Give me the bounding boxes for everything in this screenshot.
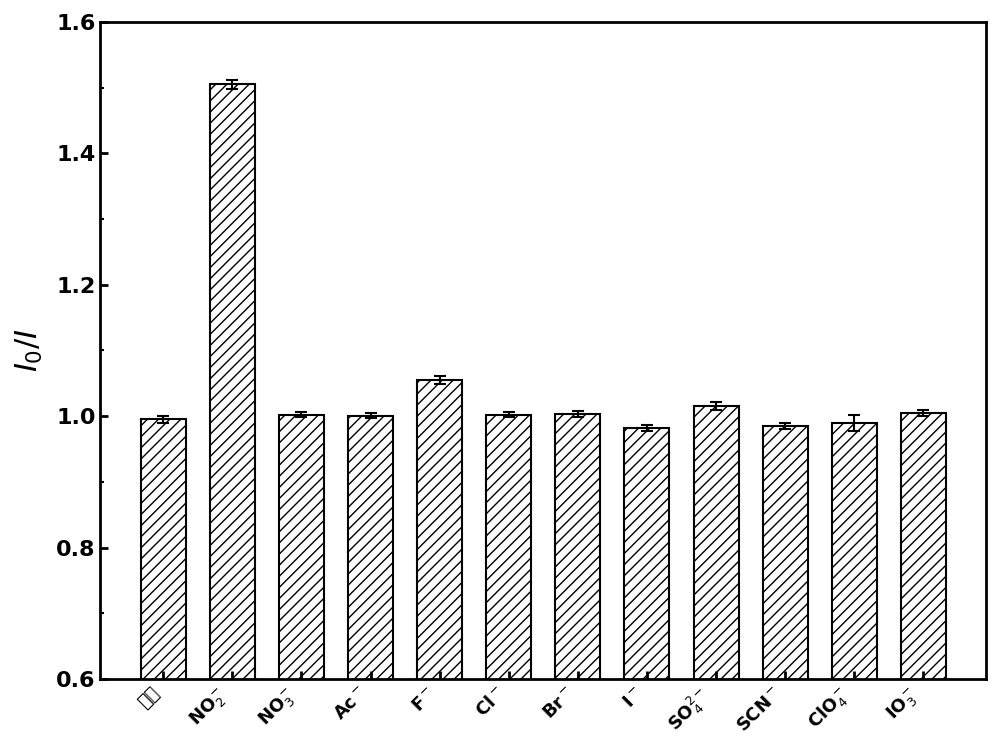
Bar xyxy=(141,420,186,751)
Bar xyxy=(624,428,669,751)
Bar xyxy=(348,415,393,751)
Bar xyxy=(832,423,877,751)
Bar xyxy=(901,413,946,751)
Bar xyxy=(555,415,600,751)
Bar xyxy=(486,415,531,751)
Bar xyxy=(763,426,808,751)
Bar xyxy=(694,406,739,751)
Bar xyxy=(210,84,255,751)
Bar xyxy=(417,380,462,751)
Y-axis label: $I_0/I$: $I_0/I$ xyxy=(14,328,45,372)
Bar xyxy=(279,415,324,751)
